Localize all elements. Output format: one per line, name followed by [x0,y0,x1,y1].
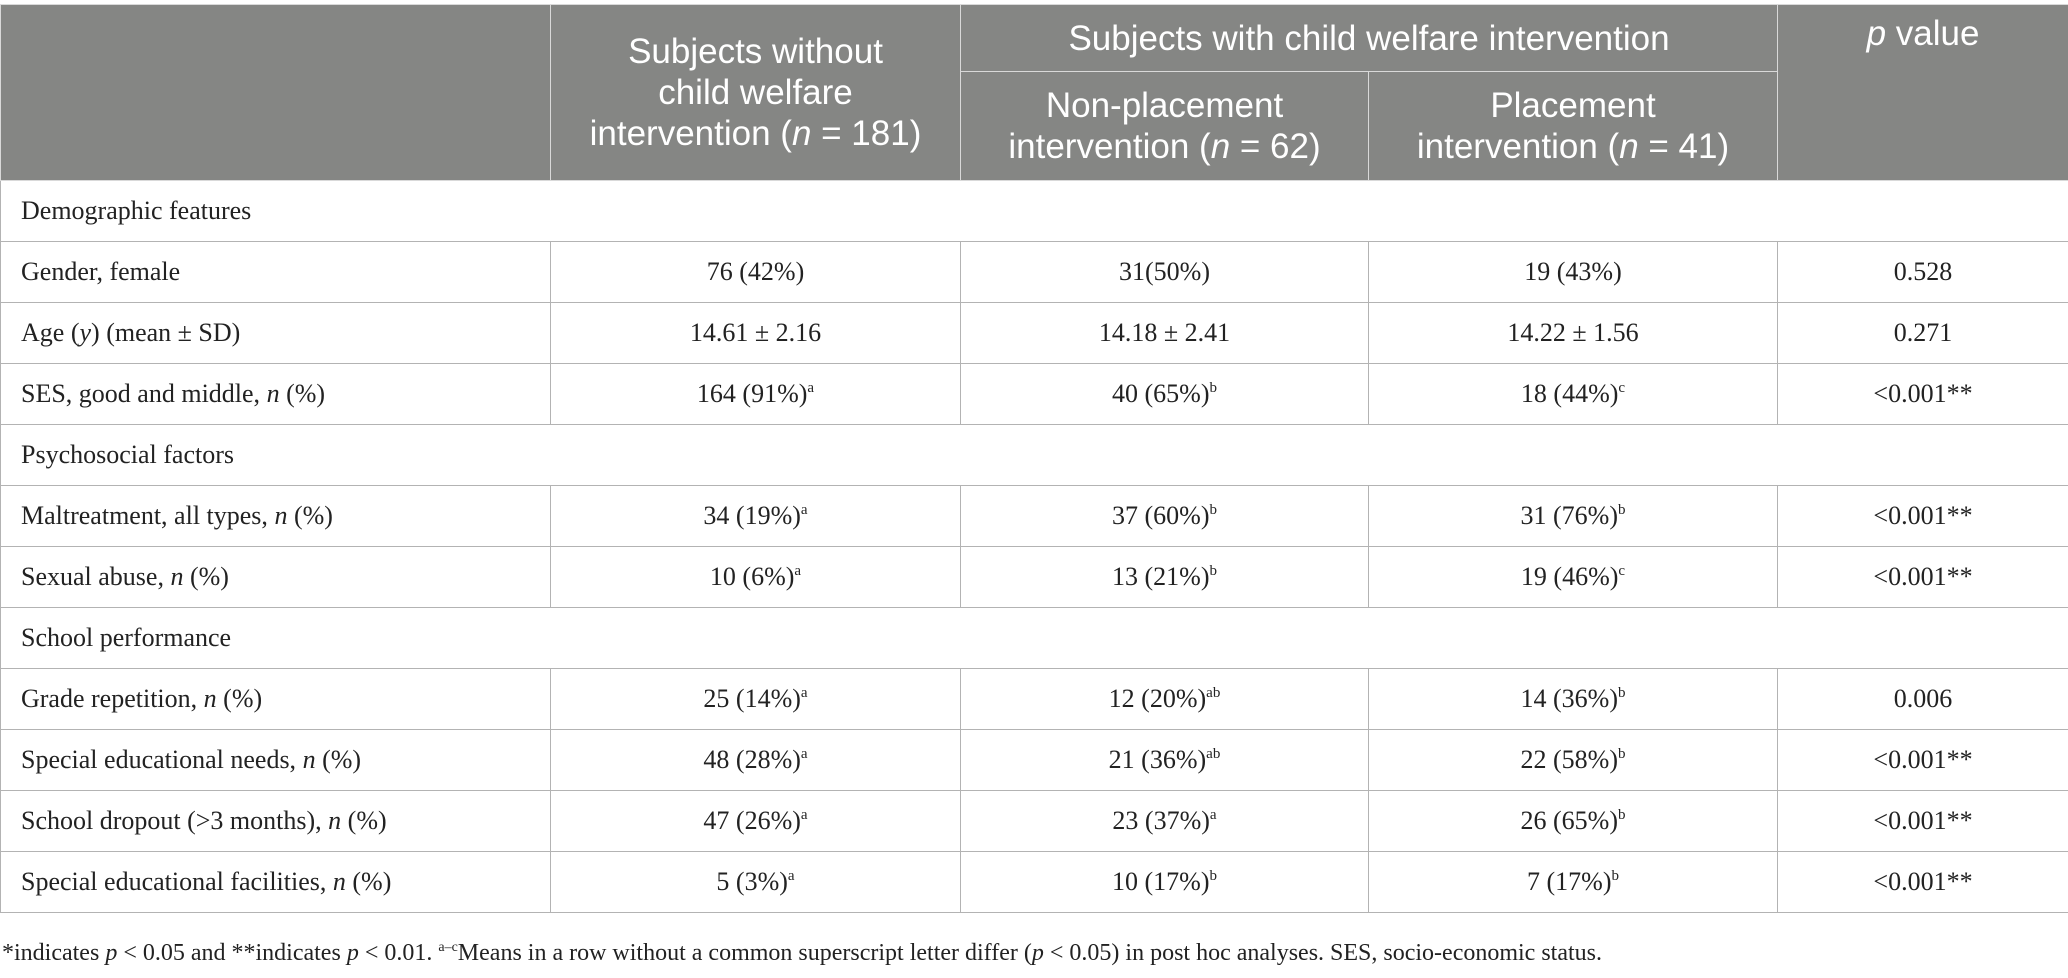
value-cell: 21 (36%)ab [960,729,1369,791]
p-value-cell: <0.001** [1777,546,2068,608]
p-value-cell: 0.528 [1777,241,2068,303]
table-row: Maltreatment, all types, n (%) 34 (19%)a 3… [0,485,2068,547]
superscript-letter: b [1209,502,1217,518]
superscript-letter: b [1618,807,1626,823]
section-label: School performance [0,607,2068,669]
row-label: Maltreatment, all types, n (%) [0,485,551,547]
table-row: Sexual abuse, n (%) 10 (6%)a 13 (21%)b 19 (… [0,546,2068,608]
superscript-letter: b [1611,868,1620,884]
table-row: Special educational facilities, n (%) 5 (… [0,851,2068,913]
value-cell: 48 (28%)a [550,729,961,791]
superscript-letter: a [807,380,815,396]
value-cell: 164 (91%)a [550,363,961,425]
superscript-letter: c [1618,380,1626,396]
superscript-letter: a [800,746,808,762]
superscript-letter: a [1209,807,1217,823]
superscript-letter: c [1618,563,1626,579]
value-cell: 14.22 ± 1.56 [1367,302,1779,364]
superscript-letter: a [800,685,808,701]
p-value-cell: <0.001** [1777,851,2068,913]
section-label: Demographic features [0,180,2068,242]
superscript-letter: a [794,563,802,579]
row-label: Age (y) (mean ± SD) [0,302,551,364]
superscript-letter: b [1209,563,1217,579]
value-cell: 7 (17%)b [1367,851,1779,913]
value-cell: 14 (36%)b [1367,668,1779,730]
value-cell: 22 (58%)b [1367,729,1779,791]
table-row: Special educational needs, n (%) 48 (28%)… [0,729,2068,791]
row-label: Sexual abuse, n (%) [0,546,551,608]
superscript-letter: a [800,807,808,823]
row-label: Special educational needs, n (%) [0,729,551,791]
value-cell: 19 (43%) [1367,241,1779,303]
value-cell: 23 (37%)a [960,790,1369,852]
table-body: Demographic features Gender, female 76 (42… [0,180,2068,913]
table-row: School dropout (>3 months), n (%) 47 (26%… [0,790,2068,852]
row-label: SES, good and middle, n (%) [0,363,551,425]
p-value-cell: <0.001** [1777,790,2068,852]
section-row: Psychosocial factors [0,424,2068,486]
p-value-cell: 0.271 [1777,302,2068,364]
value-cell: 14.61 ± 2.16 [550,302,961,364]
row-label: Gender, female [0,241,551,303]
value-cell: 37 (60%)b [960,485,1369,547]
header-without-intervention: Subjects without child welfare intervent… [550,4,961,181]
value-cell: 47 (26%)a [550,790,961,852]
value-cell: 12 (20%)ab [960,668,1369,730]
superscript-letter: ab [1206,685,1221,701]
value-cell: 31(50%) [960,241,1369,303]
row-label: Special educational facilities, n (%) [0,851,551,913]
section-row: School performance [0,607,2068,669]
p-value-cell: <0.001** [1777,729,2068,791]
value-cell: 25 (14%)a [550,668,961,730]
value-cell: 40 (65%)b [960,363,1369,425]
value-cell: 26 (65%)b [1367,790,1779,852]
value-cell: 10 (17%)b [960,851,1369,913]
value-cell: 13 (21%)b [960,546,1369,608]
section-label: Psychosocial factors [0,424,2068,486]
p-value-cell: <0.001** [1777,363,2068,425]
value-cell: 18 (44%)c [1367,363,1779,425]
table-row: Age (y) (mean ± SD) 14.61 ± 2.16 14.18 ± 2… [0,302,2068,364]
header-placement: Placement intervention (n = 41) [1367,71,1779,181]
p-value-cell: <0.001** [1777,485,2068,547]
superscript-letter: a [800,502,808,518]
superscript-letter: a [787,868,795,884]
header-nonplacement: Non-placement intervention (n = 62) [960,71,1369,181]
value-cell: 76 (42%) [550,241,961,303]
row-label: Grade repetition, n (%) [0,668,551,730]
table-row: Grade repetition, n (%) 25 (14%)a 12 (20%)… [0,668,2068,730]
superscript-letter: b [1618,502,1626,518]
header-p-value: p value [1777,4,2068,181]
header-with-intervention-group: Subjects with child welfare intervention [959,4,1779,72]
table-row: Gender, female 76 (42%) 31(50%) 19 (43%) 0.5… [0,241,2068,303]
header-blank-cell [0,4,551,181]
superscript-letter: b [1209,380,1217,396]
value-cell: 34 (19%)a [550,485,961,547]
row-label: School dropout (>3 months), n (%) [0,790,551,852]
superscript-letter: ab [1206,746,1221,762]
results-table: Subjects without child welfare intervent… [0,4,2068,913]
superscript-letter: b [1618,746,1626,762]
value-cell: 19 (46%)c [1367,546,1779,608]
superscript-letter: b [1209,868,1217,884]
value-cell: 5 (3%)a [550,851,961,913]
table-footnote: *indicates p < 0.05 and **indicates p < … [2,940,1603,966]
table-row: SES, good and middle, n (%) 164 (91%)a 40 … [0,363,2068,425]
value-cell: 10 (6%)a [550,546,961,608]
p-value-cell: 0.006 [1777,668,2068,730]
value-cell: 14.18 ± 2.41 [960,302,1369,364]
superscript-letter: b [1618,685,1626,701]
value-cell: 31 (76%)b [1367,485,1779,547]
section-row: Demographic features [0,180,2068,242]
